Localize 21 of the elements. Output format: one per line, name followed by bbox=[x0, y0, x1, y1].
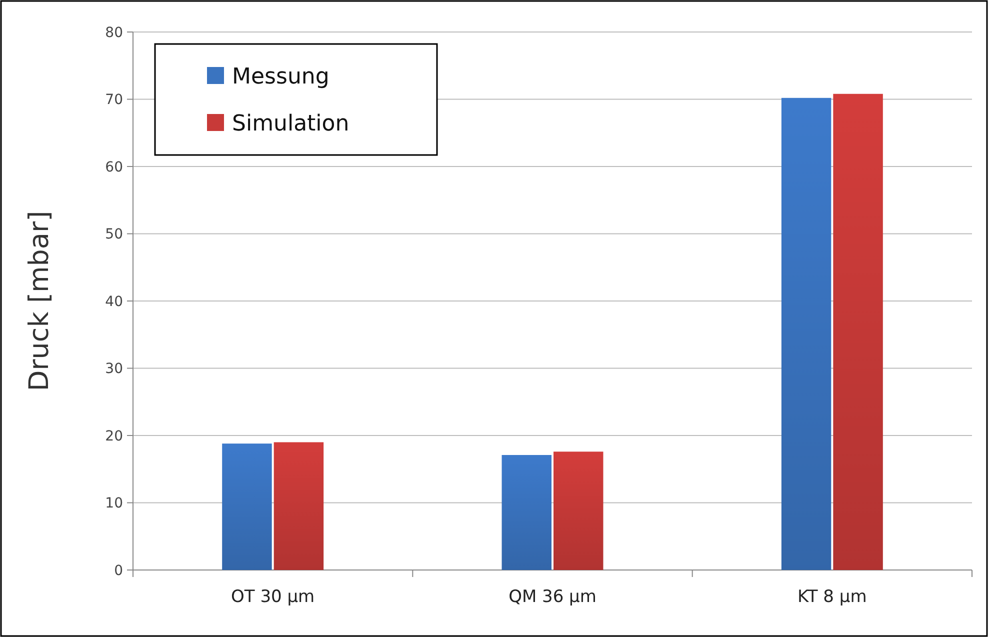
bar bbox=[781, 98, 832, 570]
legend-label: Simulation bbox=[232, 112, 350, 137]
bar bbox=[554, 452, 604, 570]
legend-label: Messung bbox=[232, 64, 330, 90]
y-tick-label: 0 bbox=[114, 562, 123, 579]
bar bbox=[502, 455, 552, 570]
x-tick-label: QM 36 µm bbox=[508, 587, 596, 607]
x-tick-label: KT 8 µm bbox=[798, 587, 867, 607]
y-tick-label: 30 bbox=[105, 361, 123, 378]
y-tick-label: 50 bbox=[105, 226, 123, 243]
y-tick-label: 20 bbox=[105, 428, 123, 444]
y-tick-label: 70 bbox=[105, 92, 123, 108]
x-tick-label: OT 30 µm bbox=[231, 587, 315, 607]
y-tick-label: 10 bbox=[105, 496, 123, 512]
y-axis-title: Druck [mbar] bbox=[24, 210, 55, 392]
y-tick-label: 80 bbox=[105, 24, 123, 41]
y-tick-label: 40 bbox=[105, 294, 123, 310]
y-tick-label: 60 bbox=[105, 159, 123, 176]
bar bbox=[274, 442, 324, 570]
bar bbox=[833, 94, 883, 570]
bar bbox=[222, 444, 272, 570]
